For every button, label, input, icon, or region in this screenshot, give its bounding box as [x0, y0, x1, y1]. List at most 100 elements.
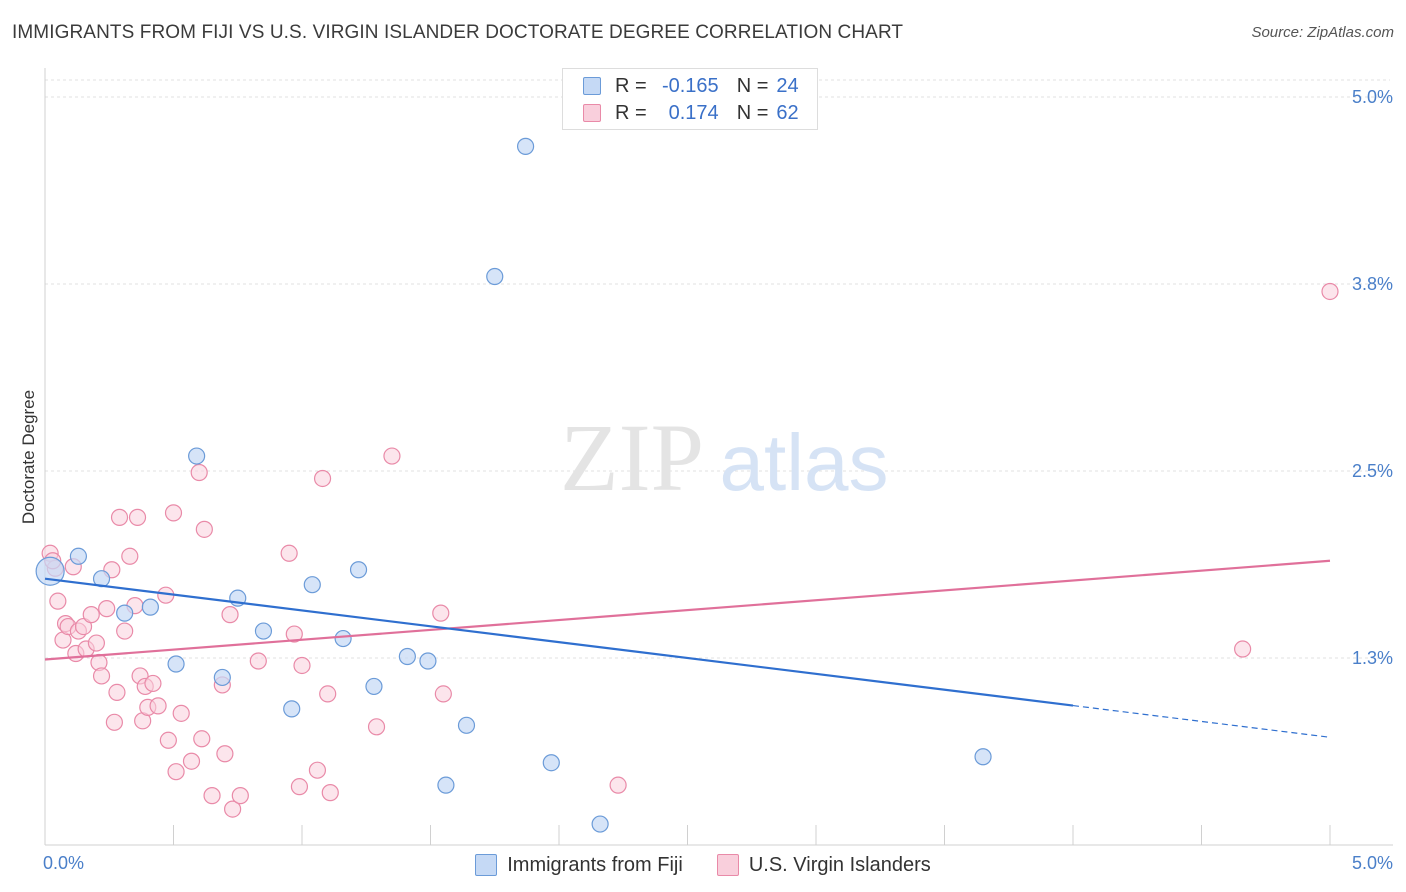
- data-point-virgin-islanders: [74, 617, 93, 636]
- legend-n-label: N =: [736, 101, 769, 124]
- data-point-fiji: [254, 622, 273, 640]
- data-point-fiji: [457, 716, 476, 734]
- chart-title: IMMIGRANTS FROM FIJI VS U.S. VIRGIN ISLA…: [12, 22, 904, 43]
- data-point-virgin-islanders: [609, 776, 627, 794]
- data-point-fiji: [141, 598, 159, 616]
- data-point-virgin-islanders: [159, 731, 177, 749]
- data-point-fiji: [213, 668, 231, 687]
- legend-row-fiji: R = -0.165 N = 24: [583, 73, 799, 99]
- data-point-fiji: [283, 700, 301, 718]
- data-point-virgin-islanders: [285, 625, 303, 643]
- data-point-virgin-islanders: [434, 685, 452, 703]
- trend-line-fiji-solid: [44, 577, 1074, 707]
- data-point-virgin-islanders: [216, 745, 234, 763]
- data-point-virgin-islanders: [144, 674, 162, 693]
- watermark-zip: ZIP: [560, 404, 704, 511]
- y-tick-label: 5.0%: [1352, 87, 1393, 107]
- data-point-virgin-islanders: [1321, 282, 1339, 301]
- data-point-fiji: [35, 556, 65, 586]
- legend-n-value-virgin-islanders: 62: [776, 101, 799, 124]
- legend-swatch-virgin-islanders: [583, 104, 601, 122]
- y-tick-label: 2.5%: [1352, 461, 1393, 481]
- data-point-virgin-islanders: [1234, 640, 1252, 658]
- y-axis-title: Doctorate Degree: [19, 390, 38, 524]
- legend-item-fiji[interactable]: Immigrants from Fiji: [475, 854, 683, 877]
- data-point-virgin-islanders: [224, 800, 242, 818]
- data-point-virgin-islanders: [193, 730, 211, 748]
- data-point-virgin-islanders: [195, 520, 213, 538]
- data-point-virgin-islanders: [128, 508, 147, 526]
- data-point-virgin-islanders: [49, 592, 67, 610]
- data-point-fiji: [365, 677, 383, 696]
- data-point-virgin-islanders: [231, 787, 249, 805]
- data-point-fiji: [303, 576, 321, 594]
- legend-swatch-virgin-islanders: [716, 854, 739, 876]
- data-point-virgin-islanders: [98, 600, 116, 618]
- source-credit: Source: ZipAtlas.com: [1251, 24, 1394, 41]
- y-tick-label: 3.8%: [1352, 274, 1393, 294]
- legend-swatch-fiji: [475, 854, 498, 876]
- watermark-atlas: atlas: [720, 418, 889, 507]
- data-point-virgin-islanders: [432, 604, 450, 622]
- legend-r-label: R =: [615, 101, 647, 124]
- data-point-virgin-islanders: [313, 469, 332, 488]
- data-point-virgin-islanders: [290, 778, 309, 796]
- x-tick-label: 0.0%: [43, 853, 84, 873]
- data-point-fiji: [398, 647, 416, 666]
- data-point-fiji: [516, 137, 535, 155]
- data-point-virgin-islanders: [167, 763, 185, 781]
- data-point-fiji: [349, 561, 368, 579]
- data-point-fiji: [419, 652, 437, 670]
- data-point-fiji: [188, 447, 206, 465]
- legend-label-fiji: Immigrants from Fiji: [507, 853, 683, 876]
- data-point-fiji: [591, 815, 609, 833]
- trend-line-fiji-dashed: [1072, 704, 1331, 738]
- legend-label-virgin-islanders: U.S. Virgin Islanders: [748, 853, 931, 876]
- series-virgin-islanders-points: [41, 282, 1339, 818]
- data-point-fiji: [167, 655, 185, 673]
- legend-item-virgin-islanders[interactable]: U.S. Virgin Islanders: [716, 853, 931, 877]
- y-tick-label: 1.3%: [1352, 648, 1393, 668]
- data-point-virgin-islanders: [319, 685, 337, 703]
- data-point-fiji: [486, 267, 504, 286]
- data-point-virgin-islanders: [190, 463, 208, 482]
- data-point-virgin-islanders: [308, 761, 327, 779]
- data-point-virgin-islanders: [367, 718, 386, 736]
- data-point-virgin-islanders: [110, 508, 129, 526]
- data-point-virgin-islanders: [116, 622, 134, 640]
- legend-r-value-fiji: -0.165: [661, 74, 719, 97]
- data-point-virgin-islanders: [203, 787, 221, 805]
- stats-legend: R = -0.165 N = 24 R = 0.174 N = 62: [562, 68, 818, 130]
- data-point-virgin-islanders: [280, 544, 298, 562]
- data-point-virgin-islanders: [221, 606, 239, 624]
- data-point-virgin-islanders: [164, 504, 183, 522]
- data-point-virgin-islanders: [87, 634, 106, 652]
- legend-swatch-fiji: [583, 77, 601, 95]
- data-point-fiji: [437, 776, 455, 794]
- data-point-virgin-islanders: [121, 547, 139, 565]
- data-point-virgin-islanders: [249, 652, 267, 670]
- series-fiji-points: [35, 137, 992, 833]
- trend-line-virgin-islanders-solid: [44, 559, 1331, 661]
- series-legend: Immigrants from Fiji U.S. Virgin Islande…: [0, 852, 1406, 878]
- legend-n-label: N =: [736, 74, 769, 97]
- legend-r-value-virgin-islanders: 0.174: [668, 101, 719, 124]
- data-point-virgin-islanders: [105, 713, 123, 731]
- zipatlas-watermark: ZIP atlas: [560, 404, 888, 511]
- x-tick-label: 5.0%: [1352, 853, 1393, 873]
- data-point-virgin-islanders: [108, 683, 126, 702]
- legend-n-value-fiji: 24: [776, 74, 799, 97]
- data-point-virgin-islanders: [293, 656, 311, 675]
- tick-labels: 1.3% 2.5% 3.8% 5.0% 0.0% 5.0%: [43, 87, 1393, 873]
- trend-lines: [44, 559, 1331, 738]
- legend-r-label: R =: [615, 74, 647, 97]
- data-point-virgin-islanders: [182, 752, 201, 770]
- data-point-virgin-islanders: [383, 447, 401, 465]
- data-point-fiji: [974, 748, 992, 766]
- data-point-virgin-islanders: [172, 704, 190, 722]
- data-point-virgin-islanders: [321, 784, 339, 802]
- data-point-fiji: [542, 754, 560, 772]
- data-point-virgin-islanders: [82, 606, 100, 624]
- legend-row-virgin-islanders: R = 0.174 N = 62: [583, 100, 799, 126]
